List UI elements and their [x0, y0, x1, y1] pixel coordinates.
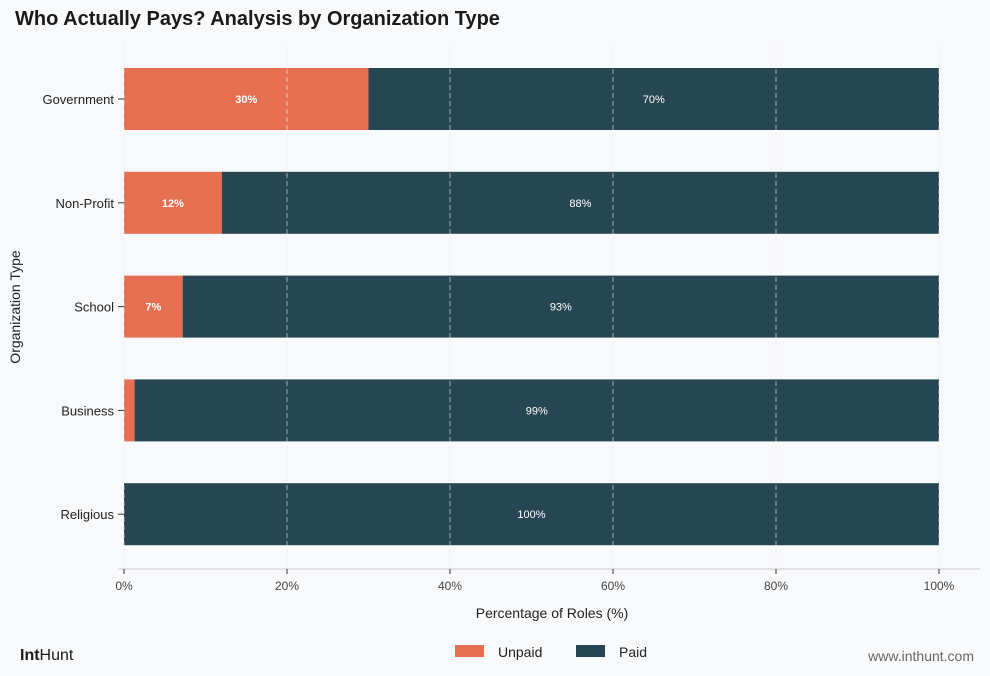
bar-label: 12%: [162, 198, 184, 210]
bar-label: 99%: [526, 405, 548, 417]
x-tick-label: 80%: [764, 579, 788, 593]
bar-unpaid: [124, 171, 222, 234]
legend: Unpaid Paid: [455, 644, 647, 660]
y-tick-label: Government: [42, 92, 114, 107]
x-tick-label: 20%: [275, 579, 299, 593]
y-axis-label: Organization Type: [7, 250, 23, 364]
bars: 30% 70% 12% 88% 7% 93% 99% 100%: [124, 68, 940, 546]
bar-paid: [124, 483, 939, 546]
footer-url[interactable]: www.inthunt.com: [867, 648, 974, 664]
bar-unpaid: [124, 379, 135, 442]
x-tick-label: 0%: [115, 579, 133, 593]
bar-label: 7%: [145, 302, 161, 314]
bar-paid: [134, 379, 940, 442]
x-tick-label: 40%: [438, 579, 462, 593]
legend-label: Unpaid: [498, 644, 542, 660]
legend-label: Paid: [619, 644, 647, 660]
bar-paid: [182, 275, 939, 338]
bar-paid: [221, 171, 940, 234]
bar-unpaid: [124, 275, 183, 338]
x-tick-label: 100%: [924, 579, 955, 593]
bar-label: 88%: [569, 198, 591, 210]
x-axis-label: Percentage of Roles (%): [476, 605, 629, 621]
y-tick-label: Non-Profit: [55, 196, 114, 211]
y-tick-label: Religious: [61, 507, 115, 522]
brand-bold: Int: [20, 647, 40, 664]
bar-label: 93%: [550, 302, 572, 314]
x-tick-label: 60%: [601, 579, 625, 593]
legend-swatch-unpaid: [455, 645, 484, 657]
y-tick-label: Business: [61, 403, 114, 418]
bar-label: 30%: [235, 94, 257, 106]
brand-regular: Hunt: [40, 647, 74, 664]
bar-label: 100%: [517, 509, 545, 521]
legend-swatch-paid: [576, 645, 605, 657]
chart-title: Who Actually Pays? Analysis by Organizat…: [15, 8, 500, 30]
bar-unpaid: [124, 68, 369, 130]
brand-logo: IntHunt: [20, 647, 74, 664]
y-tick-label: School: [74, 300, 114, 315]
bar-paid: [368, 68, 939, 130]
bar-label: 70%: [643, 94, 665, 106]
grid-overlay: [123, 45, 940, 569]
y-ticks: Government Non-Profit School Business Religi…: [42, 92, 124, 522]
x-ticks: 0% 20% 40% 60% 80% 100%: [115, 569, 955, 593]
